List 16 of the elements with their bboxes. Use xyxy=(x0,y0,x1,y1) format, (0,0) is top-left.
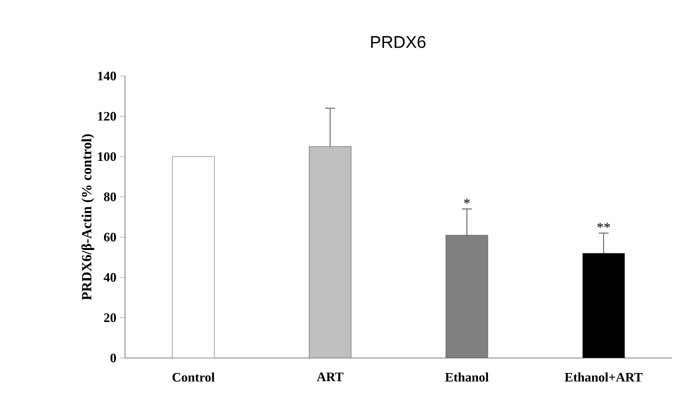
chart-title: PRDX6 xyxy=(371,36,426,48)
y-tick-label: 140 xyxy=(98,72,116,80)
x-tick-label: ART xyxy=(316,372,344,382)
data-label: ** xyxy=(597,222,610,228)
y-tick-label: 40 xyxy=(104,273,116,282)
x-tick-label: Ethanol+ART xyxy=(564,372,643,382)
y-tick-label: 120 xyxy=(98,112,116,121)
x-tick-label: Ethanol xyxy=(445,372,489,382)
y-tick-label: 60 xyxy=(104,232,116,242)
y-tick-label: 80 xyxy=(104,192,116,202)
y-axis-title: PRDX6/β-Actin (% control) xyxy=(81,134,94,300)
y-tick-label: 0 xyxy=(110,354,116,362)
y-tick-label: 100 xyxy=(98,152,116,161)
data-label: * xyxy=(464,198,470,204)
x-tick-label: Control xyxy=(172,372,215,382)
y-tick-label: 20 xyxy=(104,313,116,322)
